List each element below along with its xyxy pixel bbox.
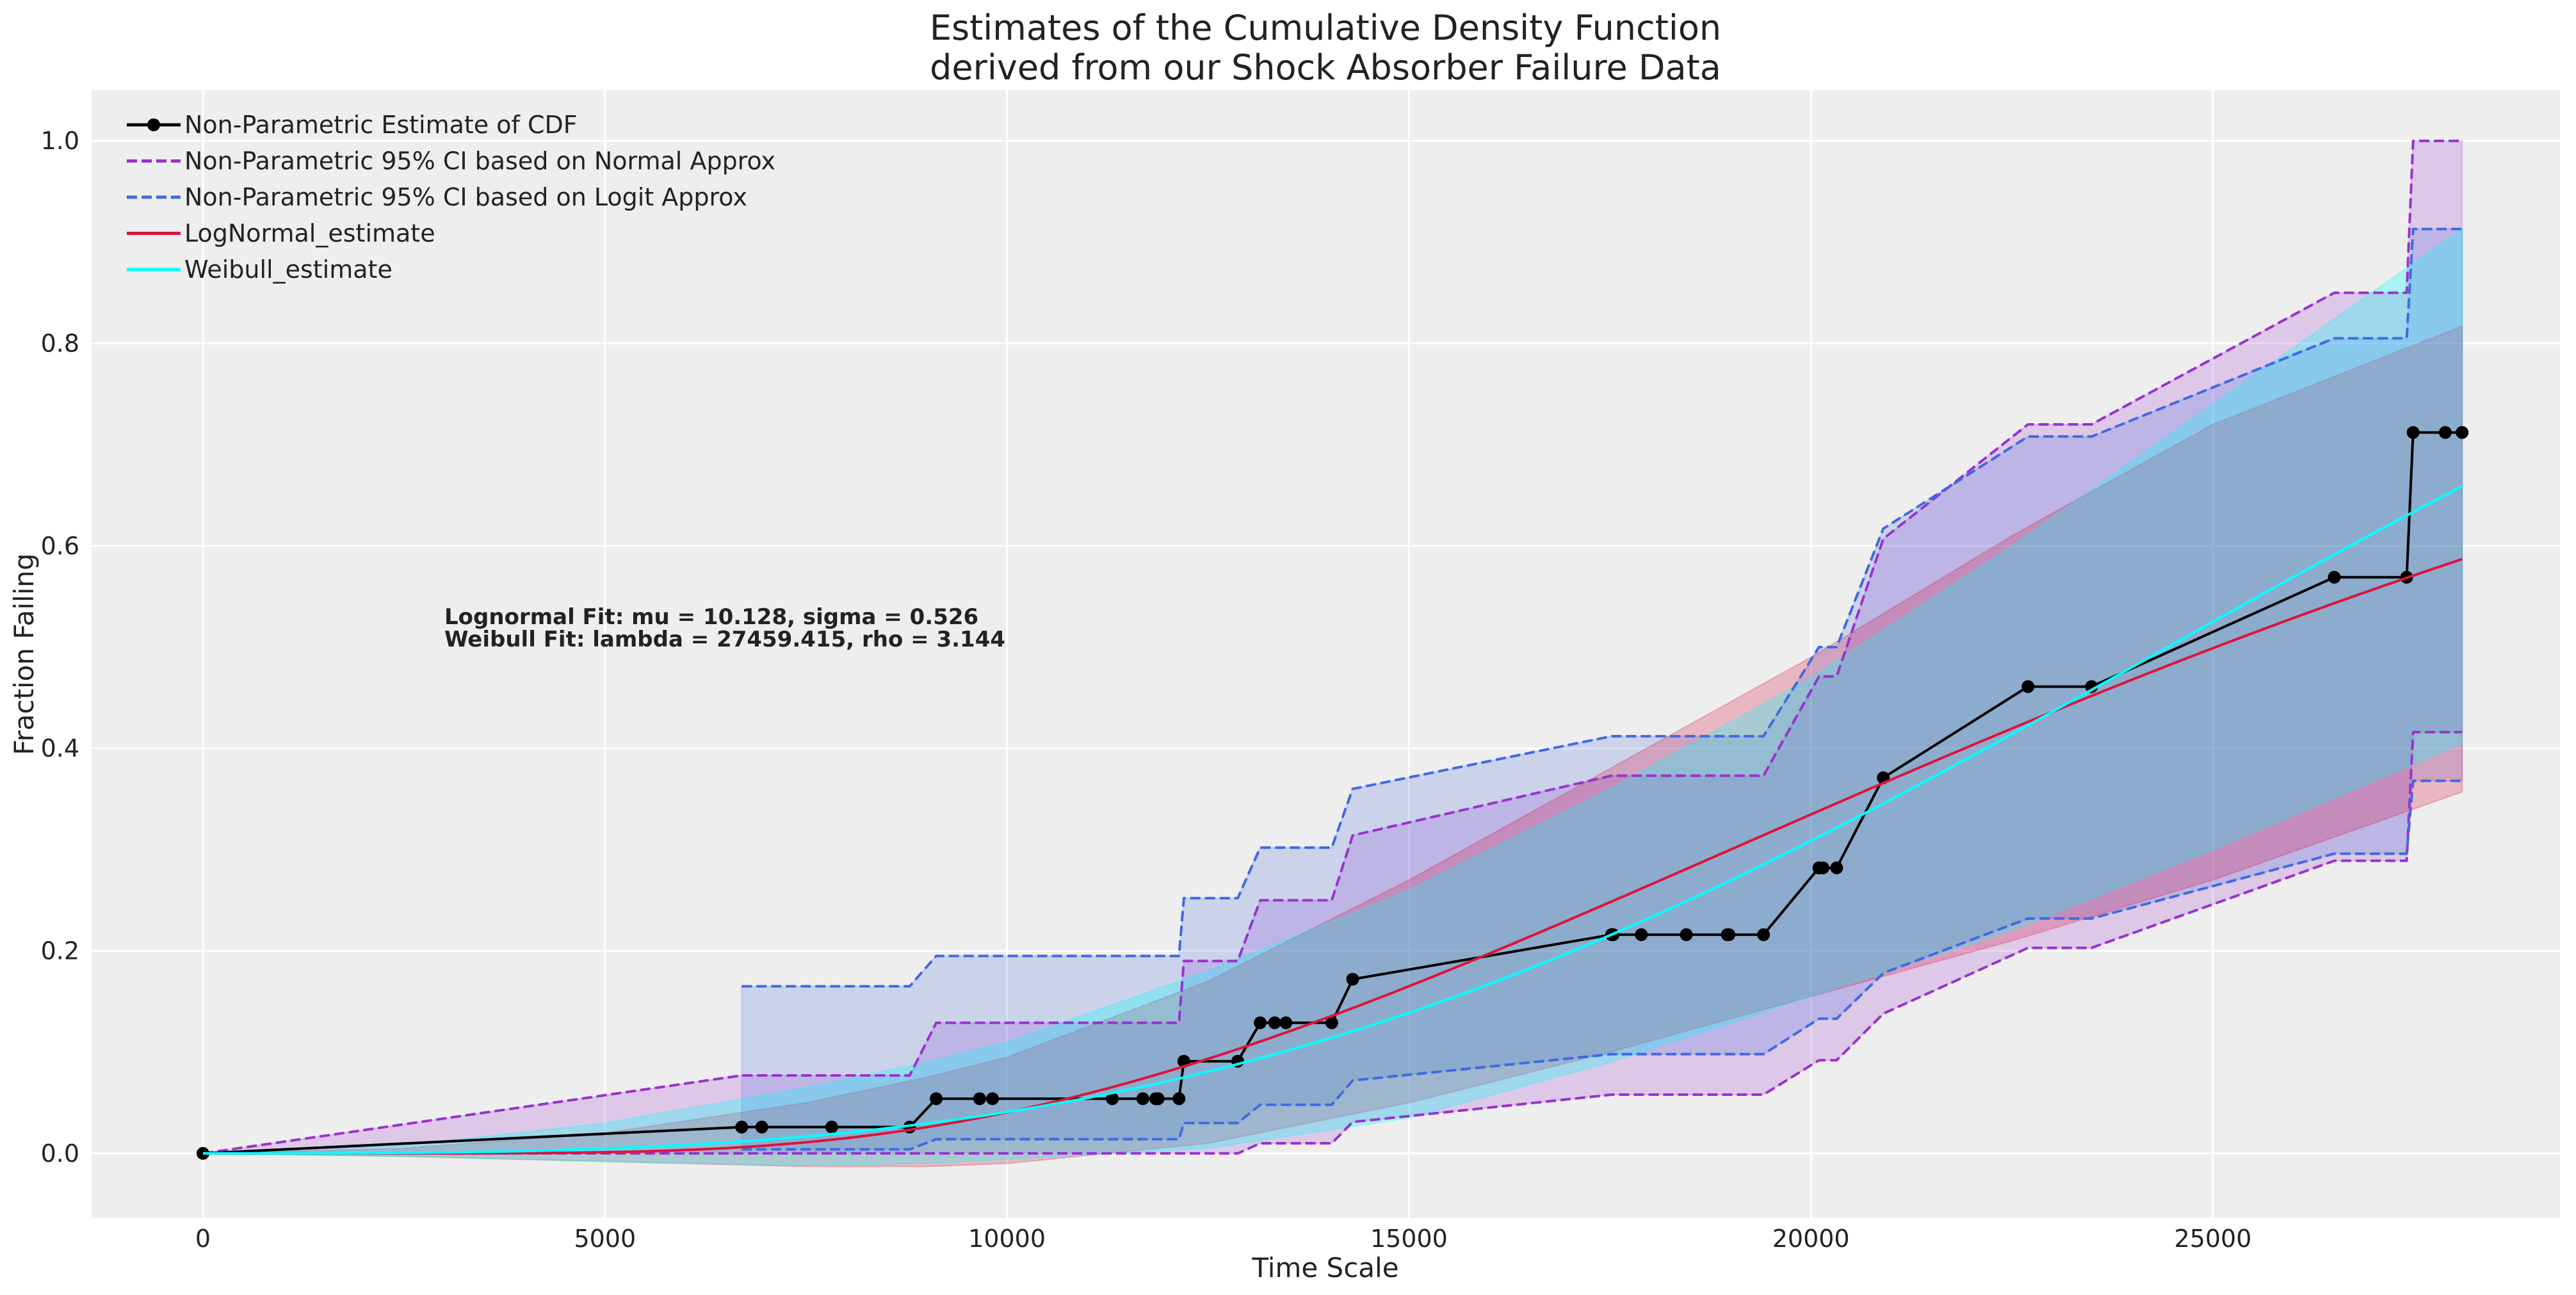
km-point	[1680, 928, 1693, 942]
legend-item: Non-Parametric 95% CI based on Normal Ap…	[127, 147, 775, 175]
km-point	[1136, 1092, 1149, 1106]
x-tick-label: 20000	[1772, 1225, 1850, 1253]
km-point	[2438, 426, 2452, 439]
y-tick-label: 0.8	[41, 329, 79, 357]
km-point	[1830, 861, 1843, 874]
km-point	[1279, 1016, 1293, 1029]
km-point	[1172, 1092, 1186, 1106]
km-point	[1346, 972, 1359, 986]
km-point	[1325, 1016, 1338, 1029]
lognormal-band	[202, 325, 2463, 1168]
km-point	[973, 1092, 986, 1106]
km-point	[1151, 1092, 1165, 1106]
km-point	[735, 1120, 749, 1134]
km-point	[2021, 680, 2035, 693]
chart-title-line-2: derived from our Shock Absorber Failure …	[930, 47, 1721, 88]
km-point	[2328, 570, 2341, 584]
km-point	[2456, 426, 2469, 439]
y-axis-label: Fraction Failing	[8, 553, 40, 755]
km-point	[930, 1092, 943, 1106]
km-point	[2406, 426, 2420, 439]
legend-label: Weibull_estimate	[184, 255, 393, 284]
km-point	[1106, 1092, 1119, 1106]
chart-title-line-1: Estimates of the Cumulative Density Func…	[930, 8, 1721, 48]
legend-marker	[147, 118, 160, 131]
weibull-estimate-line	[203, 485, 2463, 1155]
y-tick-label: 0.2	[41, 937, 79, 965]
y-tick-label: 1.0	[41, 127, 79, 155]
x-tick-label: 25000	[2175, 1225, 2252, 1253]
legend-item: LogNormal_estimate	[127, 220, 435, 248]
km-point	[825, 1120, 838, 1134]
legend-item: Non-Parametric 95% CI based on Logit App…	[127, 183, 747, 211]
y-tick-label: 0.6	[41, 532, 79, 560]
km-point	[1268, 1016, 1281, 1029]
x-tick-label: 15000	[1370, 1225, 1448, 1253]
x-axis-label: Time Scale	[1251, 1252, 1398, 1283]
legend: Non-Parametric Estimate of CDF Non-Parame…	[127, 111, 775, 284]
tick-labels: 0 5000 10000 15000 20000 25000 0.0 0.2 0.4 0.6 0.8…	[41, 127, 2252, 1253]
lognormal-estimate-line	[203, 558, 2463, 1155]
km-point	[1635, 928, 1648, 942]
legend-item: Weibull_estimate	[127, 255, 393, 284]
x-tick-label: 10000	[968, 1225, 1046, 1253]
x-tick-label: 5000	[574, 1225, 636, 1253]
legend-label: Non-Parametric 95% CI based on Logit App…	[184, 183, 747, 211]
x-tick-label: 0	[195, 1225, 211, 1253]
logit-ci-lower-line	[741, 779, 2463, 1151]
annotation-lognormal-fit: Lognormal Fit: mu = 10.128, sigma = 0.52…	[444, 604, 978, 630]
km-point	[755, 1120, 768, 1134]
km-point	[1722, 928, 1736, 942]
lines	[197, 140, 2469, 1160]
weibull-band	[202, 227, 2463, 1166]
y-tick-label: 0.4	[41, 734, 79, 762]
legend-item: Non-Parametric Estimate of CDF	[127, 111, 578, 139]
legend-label: Non-Parametric 95% CI based on Normal Ap…	[184, 147, 775, 175]
normal-ci-upper-line	[202, 140, 2463, 1155]
km-point	[1757, 928, 1770, 942]
grid	[92, 90, 2560, 1218]
legend-label: LogNormal_estimate	[184, 220, 435, 248]
legend-label: Non-Parametric Estimate of CDF	[184, 111, 578, 139]
y-tick-label: 0.0	[41, 1139, 79, 1168]
km-point	[2085, 680, 2098, 693]
logit-ci-upper-line	[741, 227, 2463, 988]
km-point	[986, 1092, 1000, 1106]
km-point	[1817, 861, 1830, 874]
annotation-weibull-fit: Weibull Fit: lambda = 27459.415, rho = 3…	[444, 627, 1005, 652]
plot-area	[92, 90, 2560, 1218]
km-point	[1254, 1016, 1267, 1029]
